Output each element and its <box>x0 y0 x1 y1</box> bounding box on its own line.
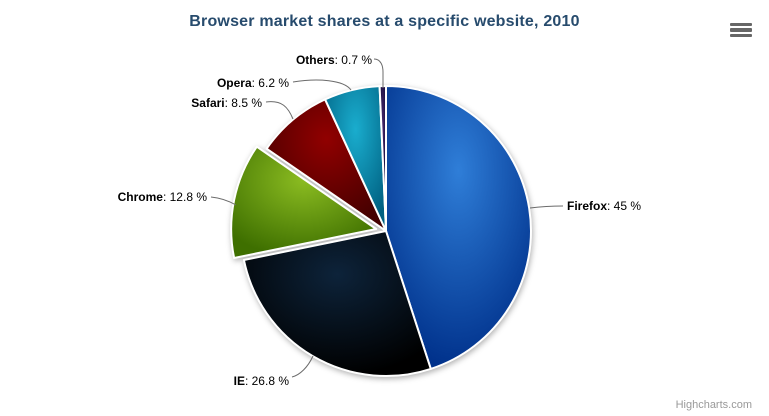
connector-ie <box>291 355 314 378</box>
hamburger-menu-icon <box>730 22 754 38</box>
connector-safari <box>265 101 294 120</box>
data-labels: Firefox: 45 % IE: 26.8 % Chrome: 12.8 % Saf… <box>118 53 642 388</box>
export-menu-button[interactable] <box>730 22 754 38</box>
data-label-ie: IE: 26.8 % <box>234 374 290 388</box>
chart-title: Browser market shares at a specific webs… <box>189 13 580 30</box>
connector-chrome <box>210 196 237 206</box>
data-label-firefox: Firefox: 45 % <box>567 199 641 213</box>
data-label-chrome: Chrome: 12.8 % <box>118 190 208 204</box>
connector-others <box>373 58 384 88</box>
data-label-opera: Opera: 6.2 % <box>217 76 289 90</box>
credits-link[interactable]: Highcharts.com <box>675 399 752 411</box>
hamburger-bar <box>730 33 752 38</box>
data-label-connectors <box>210 58 564 378</box>
pie-slice-firefox[interactable] <box>385 85 532 370</box>
data-label-others: Others: 0.7 % <box>296 53 372 67</box>
connector-firefox <box>529 205 564 209</box>
pie-slices <box>230 84 532 377</box>
data-label-safari: Safari: 8.5 % <box>191 96 262 110</box>
pie-slice-chrome[interactable] <box>230 145 378 259</box>
connector-opera <box>292 79 352 91</box>
hamburger-bar <box>730 28 752 32</box>
hamburger-bar <box>730 22 752 27</box>
